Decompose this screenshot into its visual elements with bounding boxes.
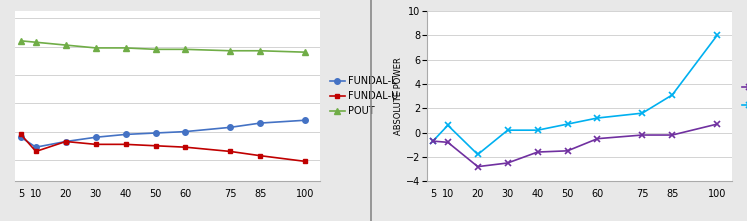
- Legend: IM, IM: IM, IM: [740, 80, 747, 112]
- Legend: FUNDAL-L, FUNDAL-U, POUT: FUNDAL-L, FUNDAL-U, POUT: [328, 74, 400, 118]
- Y-axis label: ABSOLUTE POWER: ABSOLUTE POWER: [394, 57, 403, 135]
